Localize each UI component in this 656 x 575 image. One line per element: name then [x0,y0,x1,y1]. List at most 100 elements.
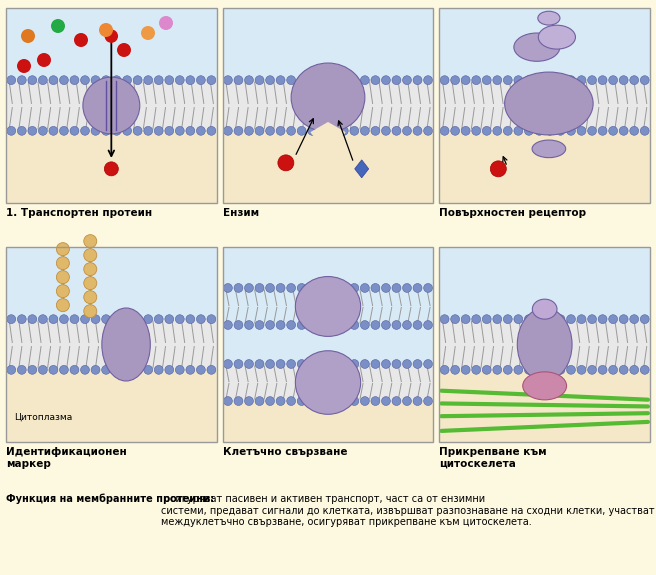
Bar [6,247,216,442]
Circle shape [567,366,575,374]
Circle shape [56,285,70,298]
Circle shape [413,359,422,369]
Bar [6,80,216,131]
Circle shape [382,126,390,135]
Circle shape [234,397,243,405]
Circle shape [514,366,523,374]
Circle shape [588,126,596,135]
Circle shape [56,271,70,283]
Circle shape [297,321,306,329]
Bar [222,80,434,131]
Circle shape [154,366,163,374]
Circle shape [350,76,359,85]
Ellipse shape [523,372,567,400]
Circle shape [49,366,58,374]
Circle shape [318,76,327,85]
Circle shape [451,366,460,374]
Circle shape [588,76,596,85]
Bar [6,8,216,203]
Bar [222,131,434,203]
Text: Цитоплазма: Цитоплазма [14,413,72,422]
Circle shape [287,76,296,85]
Circle shape [382,321,390,329]
Circle shape [371,397,380,405]
Circle shape [70,366,79,374]
Circle shape [598,76,607,85]
Circle shape [224,126,232,135]
Circle shape [245,126,253,135]
Bar [222,325,434,364]
Circle shape [546,315,554,324]
Circle shape [308,76,317,85]
Circle shape [567,126,575,135]
Bar [6,131,216,203]
Bar [440,8,650,80]
Text: Ензим: Ензим [222,208,258,218]
Circle shape [224,359,232,369]
Circle shape [535,76,544,85]
Circle shape [577,315,586,324]
Circle shape [503,76,512,85]
Circle shape [440,126,449,135]
Circle shape [413,283,422,292]
Circle shape [186,366,195,374]
Circle shape [196,366,205,374]
Circle shape [329,126,338,135]
Circle shape [403,359,411,369]
Circle shape [165,76,174,85]
Circle shape [640,76,649,85]
Circle shape [255,397,264,405]
Circle shape [350,397,359,405]
Circle shape [609,315,617,324]
Circle shape [287,397,296,405]
Circle shape [640,315,649,324]
Circle shape [609,126,617,135]
Circle shape [546,366,554,374]
Circle shape [165,315,174,324]
Circle shape [403,126,411,135]
Circle shape [308,359,317,369]
Circle shape [60,366,68,374]
Circle shape [482,366,491,374]
Circle shape [461,366,470,374]
Circle shape [175,126,184,135]
Circle shape [360,126,369,135]
Circle shape [503,126,512,135]
Circle shape [308,283,317,292]
Circle shape [234,283,243,292]
Circle shape [276,283,285,292]
Ellipse shape [504,72,593,135]
Circle shape [141,26,155,40]
Circle shape [60,76,68,85]
Circle shape [81,315,89,324]
Circle shape [329,359,338,369]
Circle shape [403,321,411,329]
Ellipse shape [514,33,560,62]
Circle shape [619,315,628,324]
Circle shape [49,76,58,85]
Circle shape [117,43,131,57]
Circle shape [70,126,79,135]
Ellipse shape [532,299,557,319]
Polygon shape [355,160,369,178]
Circle shape [403,76,411,85]
Circle shape [424,126,432,135]
Circle shape [598,366,607,374]
Circle shape [360,321,369,329]
Circle shape [577,366,586,374]
Circle shape [461,76,470,85]
Circle shape [371,283,380,292]
Circle shape [196,126,205,135]
Circle shape [84,290,97,304]
Circle shape [74,33,88,47]
Circle shape [28,366,37,374]
Circle shape [472,366,481,374]
Ellipse shape [291,63,365,132]
Circle shape [224,283,232,292]
Circle shape [276,397,285,405]
Circle shape [371,76,380,85]
Circle shape [144,126,153,135]
Circle shape [556,366,565,374]
Circle shape [7,366,16,374]
Circle shape [154,315,163,324]
